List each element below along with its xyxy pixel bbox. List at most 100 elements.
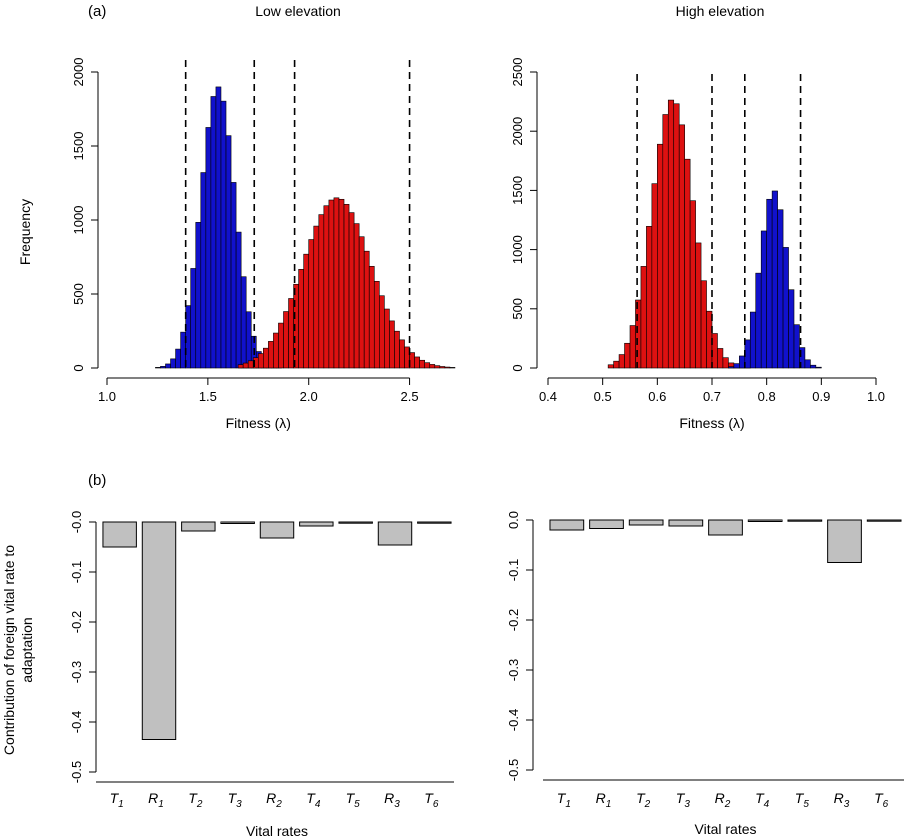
histogram-bar bbox=[651, 183, 658, 369]
histogram-bar bbox=[220, 100, 227, 369]
histogram-bar bbox=[373, 281, 380, 369]
category-letter: T bbox=[110, 790, 120, 806]
histogram-bar bbox=[419, 359, 425, 369]
histogram-bar bbox=[684, 158, 691, 369]
category-subscript: 6 bbox=[883, 799, 889, 810]
x-tick-label: 2.0 bbox=[300, 389, 318, 404]
bar-y-axis-label-line2: adaptation bbox=[19, 617, 35, 682]
x-tick-label: 0.5 bbox=[594, 389, 612, 404]
category-subscript: 4 bbox=[764, 799, 770, 810]
category-label: T2 bbox=[188, 790, 203, 810]
y-tick-label: -0.5 bbox=[506, 759, 521, 781]
histogram-bar bbox=[646, 226, 653, 369]
histogram-bar bbox=[235, 231, 242, 369]
category-subscript: 1 bbox=[565, 799, 571, 810]
category-letter: T bbox=[228, 790, 238, 806]
histogram-bar bbox=[804, 359, 811, 369]
category-label: R2 bbox=[715, 790, 731, 810]
y-tick-label: 500 bbox=[510, 298, 525, 320]
category-subscript: 5 bbox=[354, 799, 360, 810]
y-tick-label: -0.1 bbox=[506, 559, 521, 581]
histogram-bar bbox=[695, 242, 702, 369]
category-label: T5 bbox=[346, 790, 361, 810]
histogram-high-elevation: 0.4 0.5 0.6 0.7 0.8 0.9 1.0 Fitness (λ) 0 500 1000… bbox=[510, 3, 885, 431]
category-letter: R bbox=[148, 790, 158, 806]
histogram-bar bbox=[711, 333, 718, 369]
y-tick-label: 2500 bbox=[510, 58, 525, 87]
histogram-bar bbox=[760, 230, 767, 369]
category-subscript: 1 bbox=[118, 799, 124, 810]
vital-rate-bar bbox=[377, 521, 413, 546]
y-tick-label: 2000 bbox=[71, 58, 86, 87]
histogram-bar bbox=[722, 357, 729, 369]
category-letter: T bbox=[424, 790, 434, 806]
category-label: R1 bbox=[148, 790, 164, 810]
histogram-bar bbox=[263, 347, 269, 369]
histogram-bar bbox=[175, 348, 181, 369]
histogram-bar bbox=[379, 295, 385, 369]
category-subscript: 2 bbox=[724, 799, 731, 810]
y-tick-label: 500 bbox=[71, 283, 86, 305]
category-letter: T bbox=[346, 790, 356, 806]
category-subscript: 3 bbox=[844, 799, 850, 810]
category-letter: R bbox=[715, 790, 725, 806]
histogram-bar bbox=[200, 172, 207, 369]
histogram-bar bbox=[749, 311, 757, 369]
histogram-bar bbox=[323, 205, 330, 369]
histogram-bar bbox=[170, 358, 176, 369]
histogram-bar bbox=[205, 127, 212, 369]
histogram-bar bbox=[338, 198, 345, 369]
histogram-bar bbox=[618, 354, 625, 369]
category-subscript: 2 bbox=[196, 799, 203, 810]
x-axis-label: Fitness (λ) bbox=[226, 415, 291, 431]
histogram-bar bbox=[195, 222, 202, 369]
histogram-bar bbox=[706, 310, 713, 369]
histogram-bar bbox=[155, 367, 161, 369]
histogram-bar bbox=[230, 182, 237, 369]
histogram-bar bbox=[657, 143, 664, 369]
vital-rate-bar bbox=[417, 521, 452, 524]
histogram-bar bbox=[678, 124, 685, 369]
category-letter: T bbox=[306, 790, 316, 806]
histogram-bar bbox=[283, 311, 289, 369]
category-subscript: 3 bbox=[394, 799, 400, 810]
histogram-bar bbox=[810, 364, 817, 369]
vital-rate-bar bbox=[827, 519, 862, 563]
category-letter: R bbox=[384, 790, 394, 806]
histogram-bar bbox=[215, 86, 222, 369]
histogram-bar bbox=[160, 366, 166, 369]
histogram-bar bbox=[624, 342, 631, 369]
panel-label-a: (a) bbox=[88, 3, 106, 20]
histogram-bar bbox=[700, 280, 707, 369]
category-label: R1 bbox=[596, 790, 612, 810]
category-label: R2 bbox=[266, 790, 282, 810]
histogram-bar bbox=[434, 365, 441, 369]
vital-rate-bar bbox=[299, 521, 334, 527]
category-subscript: 3 bbox=[684, 799, 690, 810]
histogram-bar bbox=[288, 298, 294, 369]
histogram-bar bbox=[744, 339, 751, 369]
vital-rate-bar bbox=[549, 519, 585, 531]
y-tick-label: 0 bbox=[510, 364, 525, 371]
histogram-bar bbox=[318, 214, 325, 369]
histogram-bar bbox=[424, 362, 431, 369]
category-label: R3 bbox=[834, 790, 850, 810]
histogram-bar bbox=[662, 114, 669, 369]
chart-title: Low elevation bbox=[255, 3, 341, 19]
histogram-bar bbox=[444, 366, 451, 369]
x-tick-label: 0.9 bbox=[812, 389, 830, 404]
histogram-bar bbox=[429, 364, 436, 369]
histogram-bar bbox=[766, 198, 773, 369]
category-label: T1 bbox=[110, 790, 124, 810]
x-tick-label: 2.5 bbox=[401, 389, 419, 404]
y-tick-label: -0.2 bbox=[506, 609, 521, 631]
histogram-bar bbox=[799, 347, 806, 369]
category-letter: T bbox=[557, 790, 567, 806]
histogram-bar bbox=[739, 355, 746, 369]
histogram-bar bbox=[399, 339, 405, 369]
y-tick-label: 0.0 bbox=[506, 511, 521, 529]
y-tick-label: -0.1 bbox=[69, 561, 84, 583]
histogram-bar bbox=[343, 204, 350, 369]
histogram-bar bbox=[777, 209, 784, 369]
